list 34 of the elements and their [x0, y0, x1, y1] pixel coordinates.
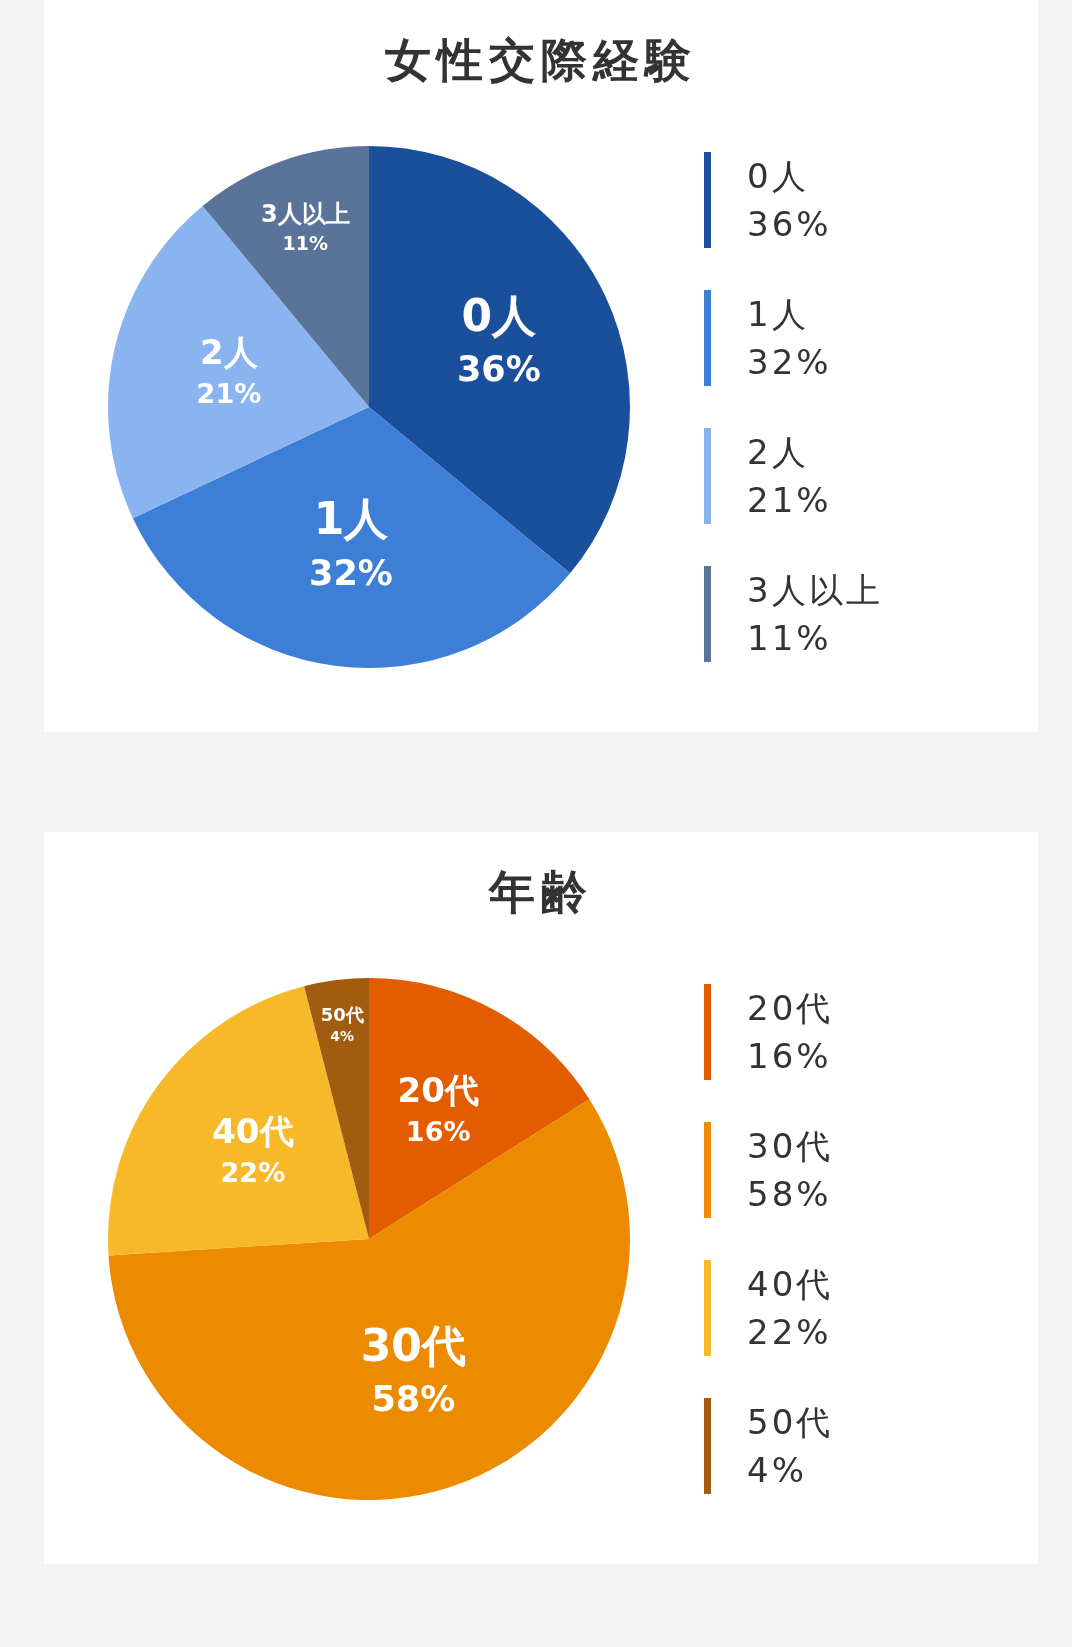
text: 4%	[747, 1450, 807, 1490]
category-label: 2人	[747, 432, 809, 472]
category-label: 50代	[747, 1402, 834, 1442]
data-label: 58%	[371, 1379, 456, 1420]
slice-label: 20代	[397, 1069, 479, 1110]
data-label: 4%	[330, 1028, 355, 1045]
category-label: 1人	[747, 294, 809, 334]
category-label: 3人以上	[747, 570, 883, 610]
data-label: 21%	[196, 378, 262, 410]
category-label: 20代	[747, 988, 834, 1028]
text: 22%	[747, 1312, 832, 1352]
category-label: 40代	[747, 1264, 834, 1304]
data-label: 32%	[309, 552, 393, 593]
slice-label: 40代	[212, 1111, 294, 1152]
data-label: 36%	[457, 349, 541, 390]
slice-label: 30代	[747, 1125, 834, 1168]
slice-label: 1人	[313, 493, 389, 545]
data-label: 11%	[282, 231, 329, 254]
slice-label: 50代	[320, 1003, 364, 1025]
slice-label: 30代	[360, 1319, 466, 1371]
data-label: 22%	[220, 1157, 286, 1189]
slice-label: 0人	[461, 289, 537, 341]
text: 16%	[747, 1036, 832, 1076]
text: 11%	[747, 618, 832, 658]
slice-label: 2人	[200, 332, 259, 373]
text: 58%	[747, 1174, 832, 1214]
text: 21%	[747, 480, 832, 520]
chart-title: 年齢	[487, 864, 594, 921]
slice-label: 3人以上	[260, 200, 350, 229]
data-label: 16%	[405, 1115, 471, 1147]
text: 36%	[747, 204, 832, 244]
text: 32%	[747, 342, 832, 382]
chart-title: 女性交際経験	[384, 32, 698, 89]
slice-label: 0人	[747, 155, 810, 198]
